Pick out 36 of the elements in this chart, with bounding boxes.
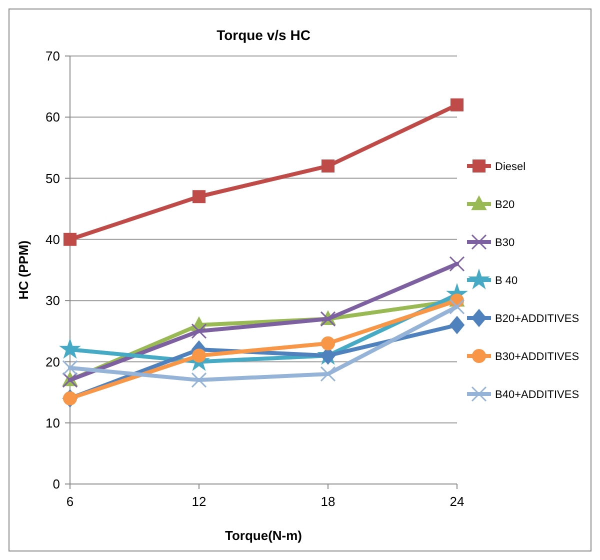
x-axis-title: Torque(N-m) — [224, 528, 302, 543]
legend-label: B20 — [495, 198, 515, 211]
point — [191, 323, 207, 339]
y-tick-label: 70 — [46, 48, 60, 64]
point — [450, 98, 464, 112]
legend-label: Diesel — [495, 160, 526, 173]
x-tick-label: 24 — [450, 494, 464, 509]
point — [449, 298, 465, 314]
x-tick-label: 18 — [320, 494, 336, 509]
point — [322, 160, 334, 173]
legend-label: B20+ADDITIVES — [495, 312, 580, 325]
legend-label: B40+ADDITIVES — [495, 388, 580, 401]
legend-label: B30+ADDITIVES — [495, 350, 580, 363]
y-tick-label: 40 — [46, 232, 60, 247]
y-tick-label: 10 — [46, 415, 60, 430]
x-tick-label: 12 — [192, 494, 206, 509]
legend-label: B30 — [495, 236, 515, 249]
point — [449, 256, 465, 272]
point — [321, 336, 335, 350]
y-axis-title: HC (PPM) — [16, 240, 31, 300]
point — [62, 360, 78, 376]
x-tick-label: 6 — [66, 494, 74, 509]
point — [192, 348, 206, 363]
y-tick-label: 20 — [46, 354, 60, 370]
point — [320, 366, 336, 382]
y-tick-label: 60 — [46, 110, 60, 125]
point — [192, 190, 206, 204]
y-tick-label: 50 — [46, 170, 60, 186]
chart-title: Torque v/s HC — [216, 27, 310, 43]
point — [191, 372, 207, 388]
point — [60, 339, 80, 358]
point — [450, 316, 464, 334]
y-tick-label: 30 — [46, 293, 60, 308]
legend-label: B 40 — [495, 274, 518, 287]
y-tick-label: 0 — [52, 476, 60, 492]
point — [64, 232, 76, 246]
